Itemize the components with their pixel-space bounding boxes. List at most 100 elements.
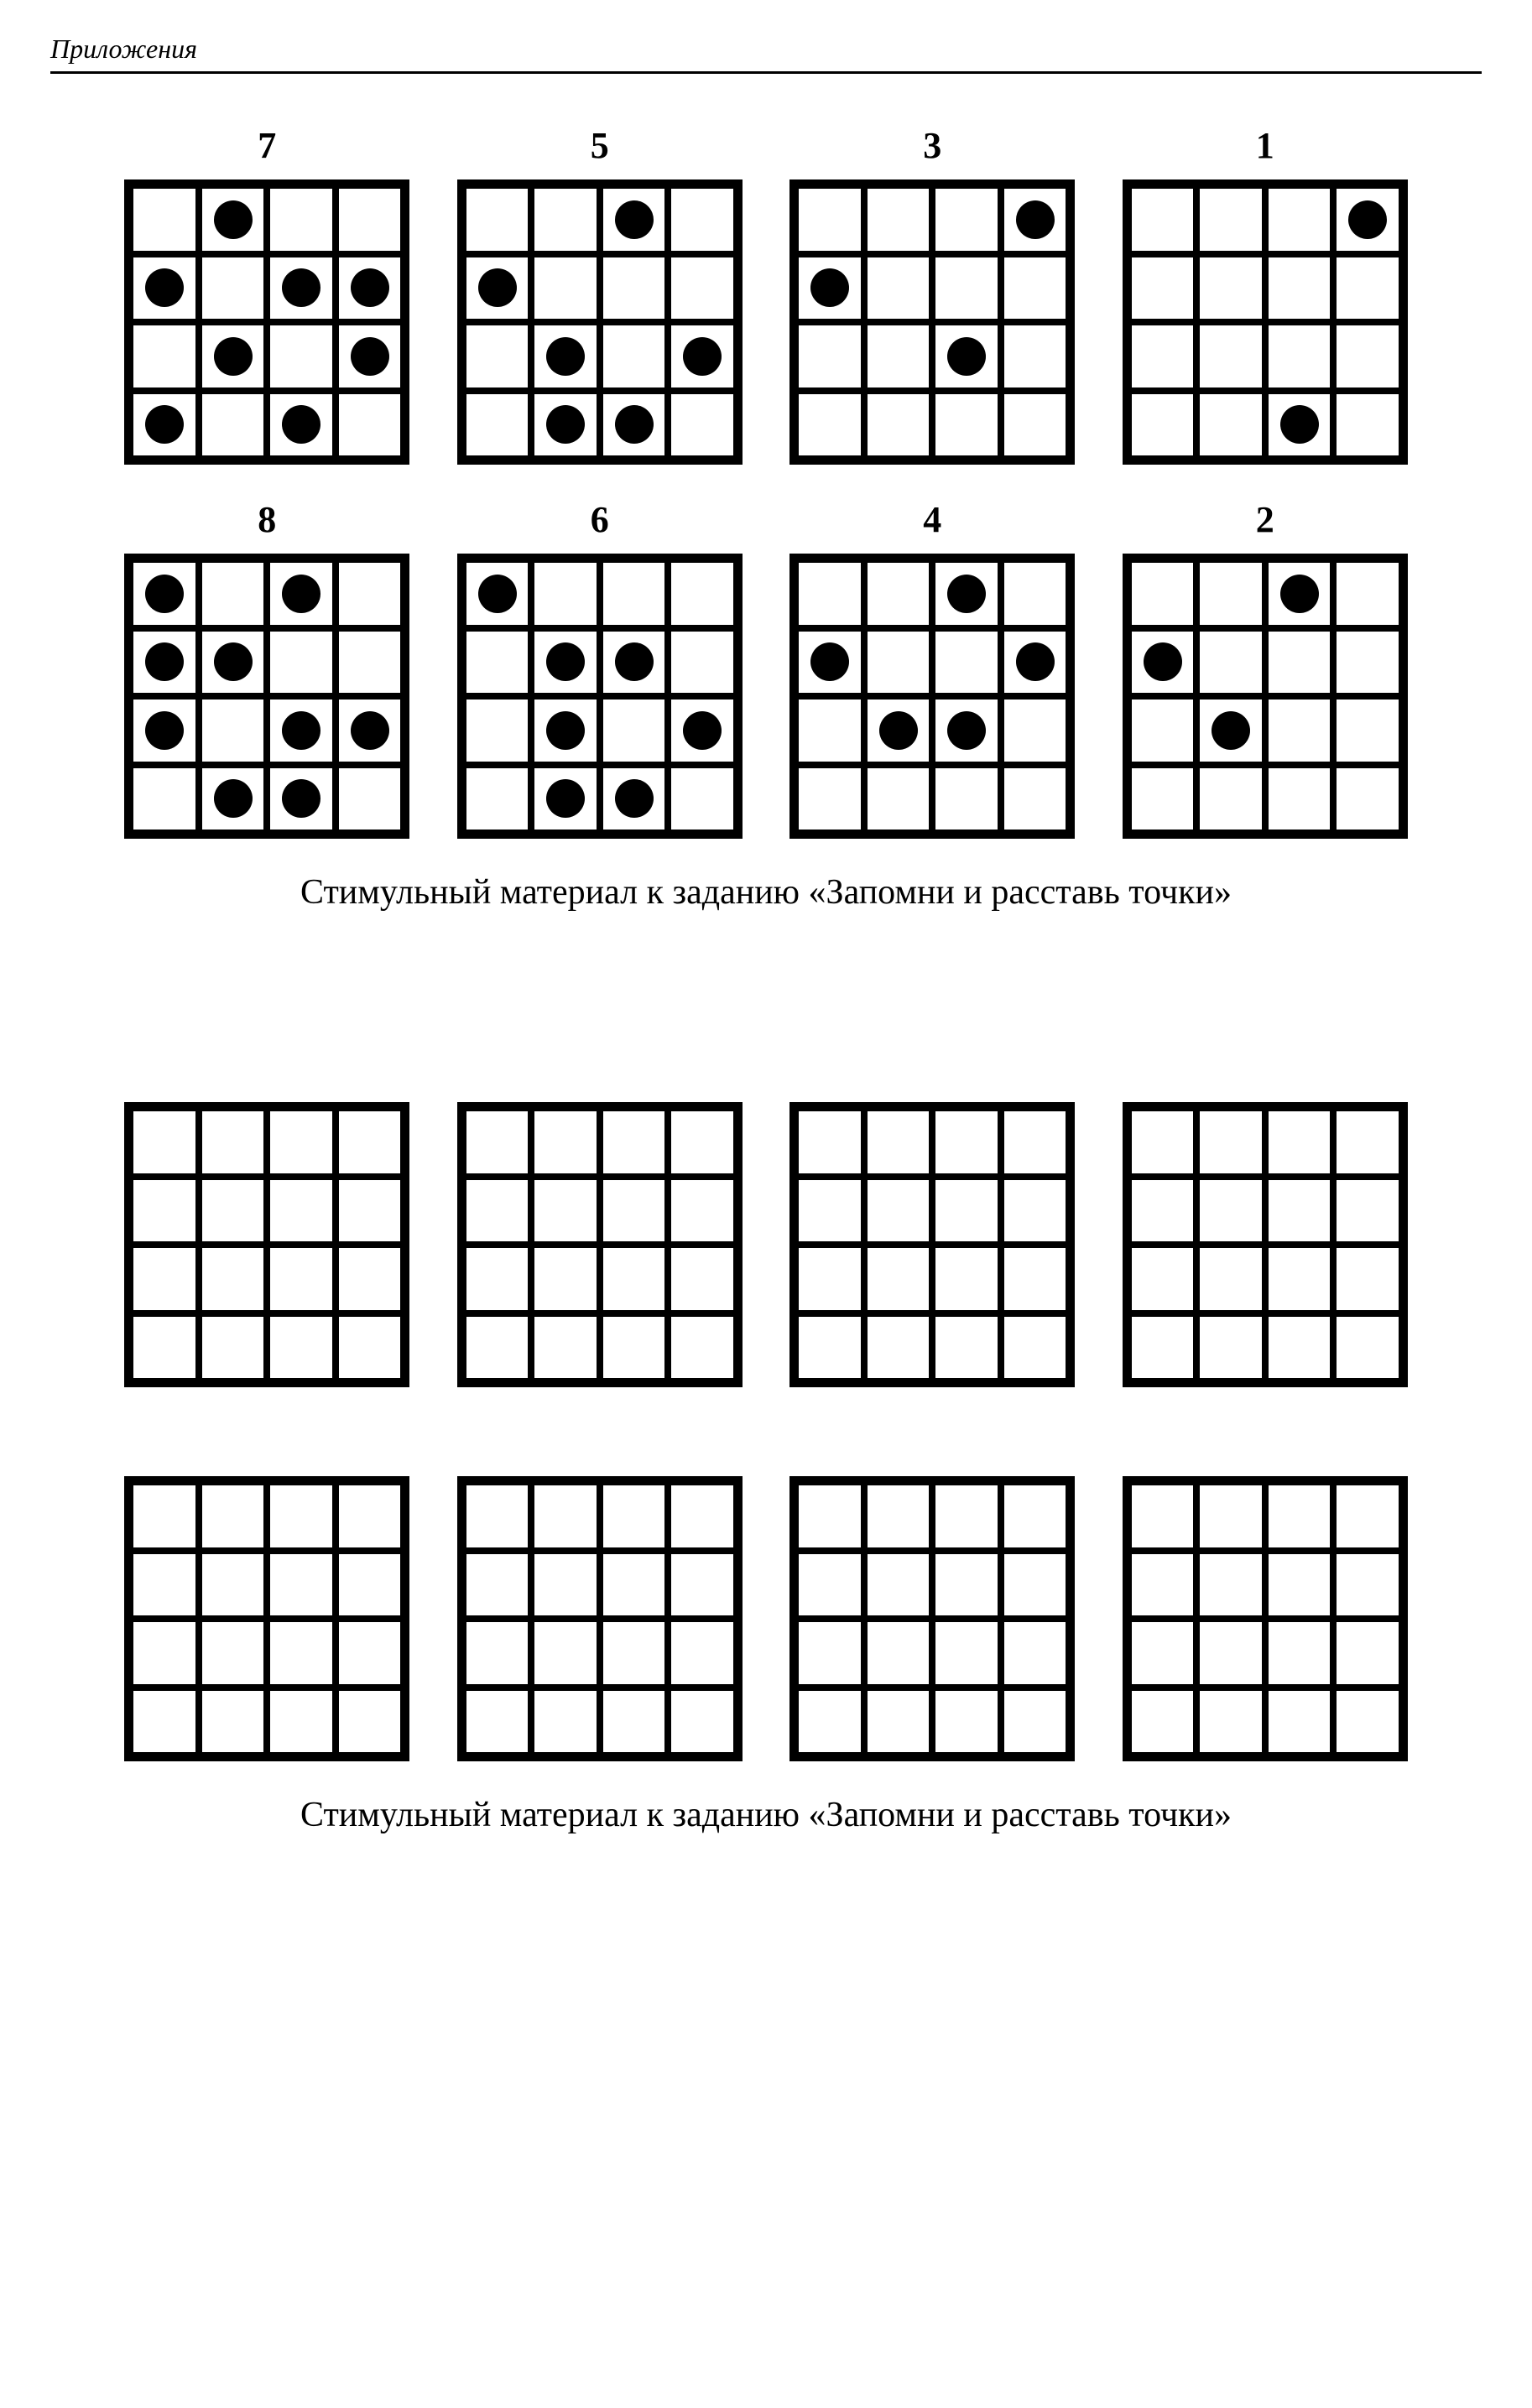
- grid-cell: [336, 185, 404, 254]
- grid-cell: [336, 559, 404, 628]
- grid-cell: [600, 1108, 669, 1177]
- dot-icon: [282, 711, 320, 750]
- grid-cell: [600, 628, 669, 697]
- grid-cell: [1196, 1619, 1265, 1688]
- grid-cell: [1001, 628, 1070, 697]
- grid-cell: [336, 628, 404, 697]
- grid-cell: [130, 254, 199, 323]
- grid-cell: [1128, 1551, 1197, 1620]
- dot-grid: [124, 1102, 409, 1387]
- dot-icon: [810, 642, 849, 681]
- grid-cell: [1001, 254, 1070, 323]
- dot-icon: [546, 711, 585, 750]
- grid-cell: [267, 1688, 336, 1756]
- grid-cell: [531, 254, 600, 323]
- grid-cell: [1196, 559, 1265, 628]
- grid-wrapper: 4: [783, 498, 1082, 839]
- grid-cell: [463, 322, 532, 391]
- grid-cell: [1333, 391, 1402, 460]
- grid-cell: [1128, 628, 1197, 697]
- dot-icon: [145, 575, 184, 613]
- grid-cell: [864, 765, 933, 834]
- grid-cell: [932, 322, 1001, 391]
- grid-cell: [864, 628, 933, 697]
- dot-icon: [351, 337, 389, 376]
- dot-icon: [546, 779, 585, 818]
- grid-cell: [463, 1245, 532, 1313]
- dot-icon: [615, 200, 654, 239]
- grid-cell: [531, 1177, 600, 1246]
- grid-cell: [1196, 765, 1265, 834]
- grid-cell: [668, 1619, 737, 1688]
- grid-cell: [668, 1551, 737, 1620]
- grid-cell: [1333, 254, 1402, 323]
- grid-cell: [1333, 1619, 1402, 1688]
- grid-cell: [130, 1313, 199, 1382]
- grid-cell: [1333, 696, 1402, 765]
- dot-grid: [1123, 554, 1408, 839]
- grid-cell: [795, 1108, 864, 1177]
- grid-wrapper: 1: [1116, 124, 1415, 465]
- grid-cell: [1333, 322, 1402, 391]
- grid-cell: [1001, 1551, 1070, 1620]
- grid-cell: [1333, 1688, 1402, 1756]
- grid-cell: [199, 1313, 268, 1382]
- grid-cell: [1128, 696, 1197, 765]
- grid-cell: [267, 1313, 336, 1382]
- dot-grid: [457, 1476, 743, 1761]
- dot-icon: [879, 711, 918, 750]
- grid-cell: [1196, 696, 1265, 765]
- grid-cell: [1001, 1177, 1070, 1246]
- grid-cell: [1333, 1245, 1402, 1313]
- dot-icon: [1348, 200, 1387, 239]
- dot-icon: [478, 268, 517, 307]
- grid-cell: [336, 1688, 404, 1756]
- grid-cell: [463, 1688, 532, 1756]
- grid-cell: [600, 322, 669, 391]
- grid-cell: [1265, 1245, 1334, 1313]
- grid-cell: [668, 559, 737, 628]
- grid-wrapper: [451, 1421, 750, 1761]
- grid-cell: [1265, 254, 1334, 323]
- grid-cell: [932, 765, 1001, 834]
- grid-cell: [199, 185, 268, 254]
- dot-grid: [457, 554, 743, 839]
- grid-cell: [531, 185, 600, 254]
- grid-cell: [199, 765, 268, 834]
- grid-cell: [336, 1619, 404, 1688]
- stimulus-grids-section-2: [117, 1047, 1415, 1761]
- dot-icon: [351, 711, 389, 750]
- grid-cell: [864, 1177, 933, 1246]
- grid-cell: [336, 1551, 404, 1620]
- grid-cell: [1001, 1688, 1070, 1756]
- grid-cell: [668, 185, 737, 254]
- grid-number: 8: [258, 498, 276, 543]
- grid-cell: [1128, 1108, 1197, 1177]
- grid-cell: [336, 1108, 404, 1177]
- grid-cell: [1196, 185, 1265, 254]
- grid-cell: [1128, 1177, 1197, 1246]
- grid-cell: [267, 765, 336, 834]
- grid-cell: [1265, 559, 1334, 628]
- grid-cell: [600, 391, 669, 460]
- grid-number: 3: [923, 124, 941, 169]
- grid-cell: [1001, 765, 1070, 834]
- grid-number: 6: [591, 498, 609, 543]
- dot-grid: [124, 554, 409, 839]
- grid-cell: [267, 1245, 336, 1313]
- grid-cell: [932, 1313, 1001, 1382]
- grid-cell: [795, 1688, 864, 1756]
- grid-cell: [795, 1245, 864, 1313]
- dot-icon: [1144, 642, 1182, 681]
- grid-cell: [1196, 1177, 1265, 1246]
- grid-cell: [336, 696, 404, 765]
- grid-cell: [795, 254, 864, 323]
- grid-cell: [1265, 185, 1334, 254]
- grid-cell: [463, 1313, 532, 1382]
- grid-cell: [130, 185, 199, 254]
- grid-cell: [668, 1482, 737, 1551]
- grid-cell: [463, 185, 532, 254]
- grid-cell: [267, 1551, 336, 1620]
- dot-icon: [1212, 711, 1250, 750]
- dot-icon: [282, 405, 320, 444]
